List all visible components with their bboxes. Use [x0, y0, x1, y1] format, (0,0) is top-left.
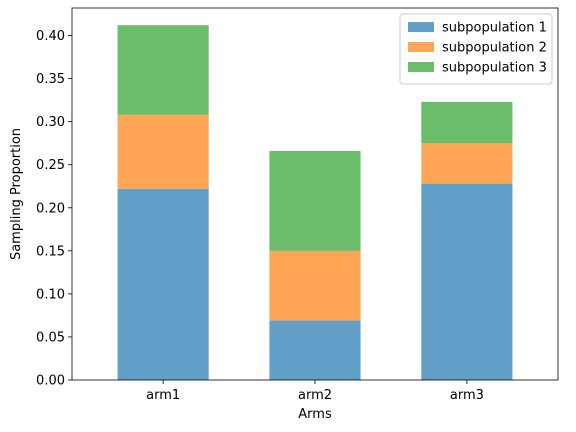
y-tick-label: 0.00 [36, 374, 65, 389]
x-axis: arm1 arm2 arm3 [146, 380, 484, 403]
x-tick-label: arm3 [450, 388, 484, 403]
legend-swatch [408, 42, 434, 52]
bar-arm2-series-2 [269, 250, 361, 321]
x-axis-label: Arms [298, 407, 332, 422]
x-tick-label: arm1 [146, 388, 180, 403]
legend-swatch [408, 62, 434, 72]
y-tick-label: 0.15 [36, 244, 65, 259]
bar-arm2-series-3 [269, 150, 361, 251]
legend-box [399, 13, 553, 85]
y-tick-label: 0.10 [36, 287, 65, 302]
legend-swatch [408, 22, 434, 32]
y-tick-label: 0.40 [36, 29, 65, 44]
bar-arm1-series-3 [117, 25, 209, 115]
legend-label: subpopulation 3 [442, 61, 547, 76]
y-tick-label: 0.35 [36, 72, 65, 87]
legend-label: subpopulation 1 [442, 21, 547, 36]
bar-arm1-series-1 [117, 188, 209, 380]
bar-arm3-series-1 [421, 183, 513, 380]
bar-arm3-series-2 [421, 143, 513, 184]
y-tick-label: 0.25 [36, 158, 65, 173]
y-axis-label: Sampling Proportion [9, 128, 24, 260]
y-tick-label: 0.05 [36, 330, 65, 345]
y-tick-label: 0.30 [36, 115, 65, 130]
y-axis: 0.00 0.05 0.10 0.15 0.20 0.25 0.30 0.35 0.40 [36, 29, 72, 389]
bar-arm1-series-2 [117, 114, 209, 189]
bars-layer [117, 25, 513, 380]
plot-frame [71, 7, 559, 381]
legend: subpopulation 1 subpopulation 2 subpopulat… [399, 13, 553, 85]
legend-label: subpopulation 2 [442, 41, 547, 56]
bar-arm3-series-3 [421, 101, 513, 144]
bar-arm2-series-1 [269, 320, 361, 380]
x-tick-label: arm2 [298, 388, 332, 403]
y-tick-label: 0.20 [36, 201, 65, 216]
